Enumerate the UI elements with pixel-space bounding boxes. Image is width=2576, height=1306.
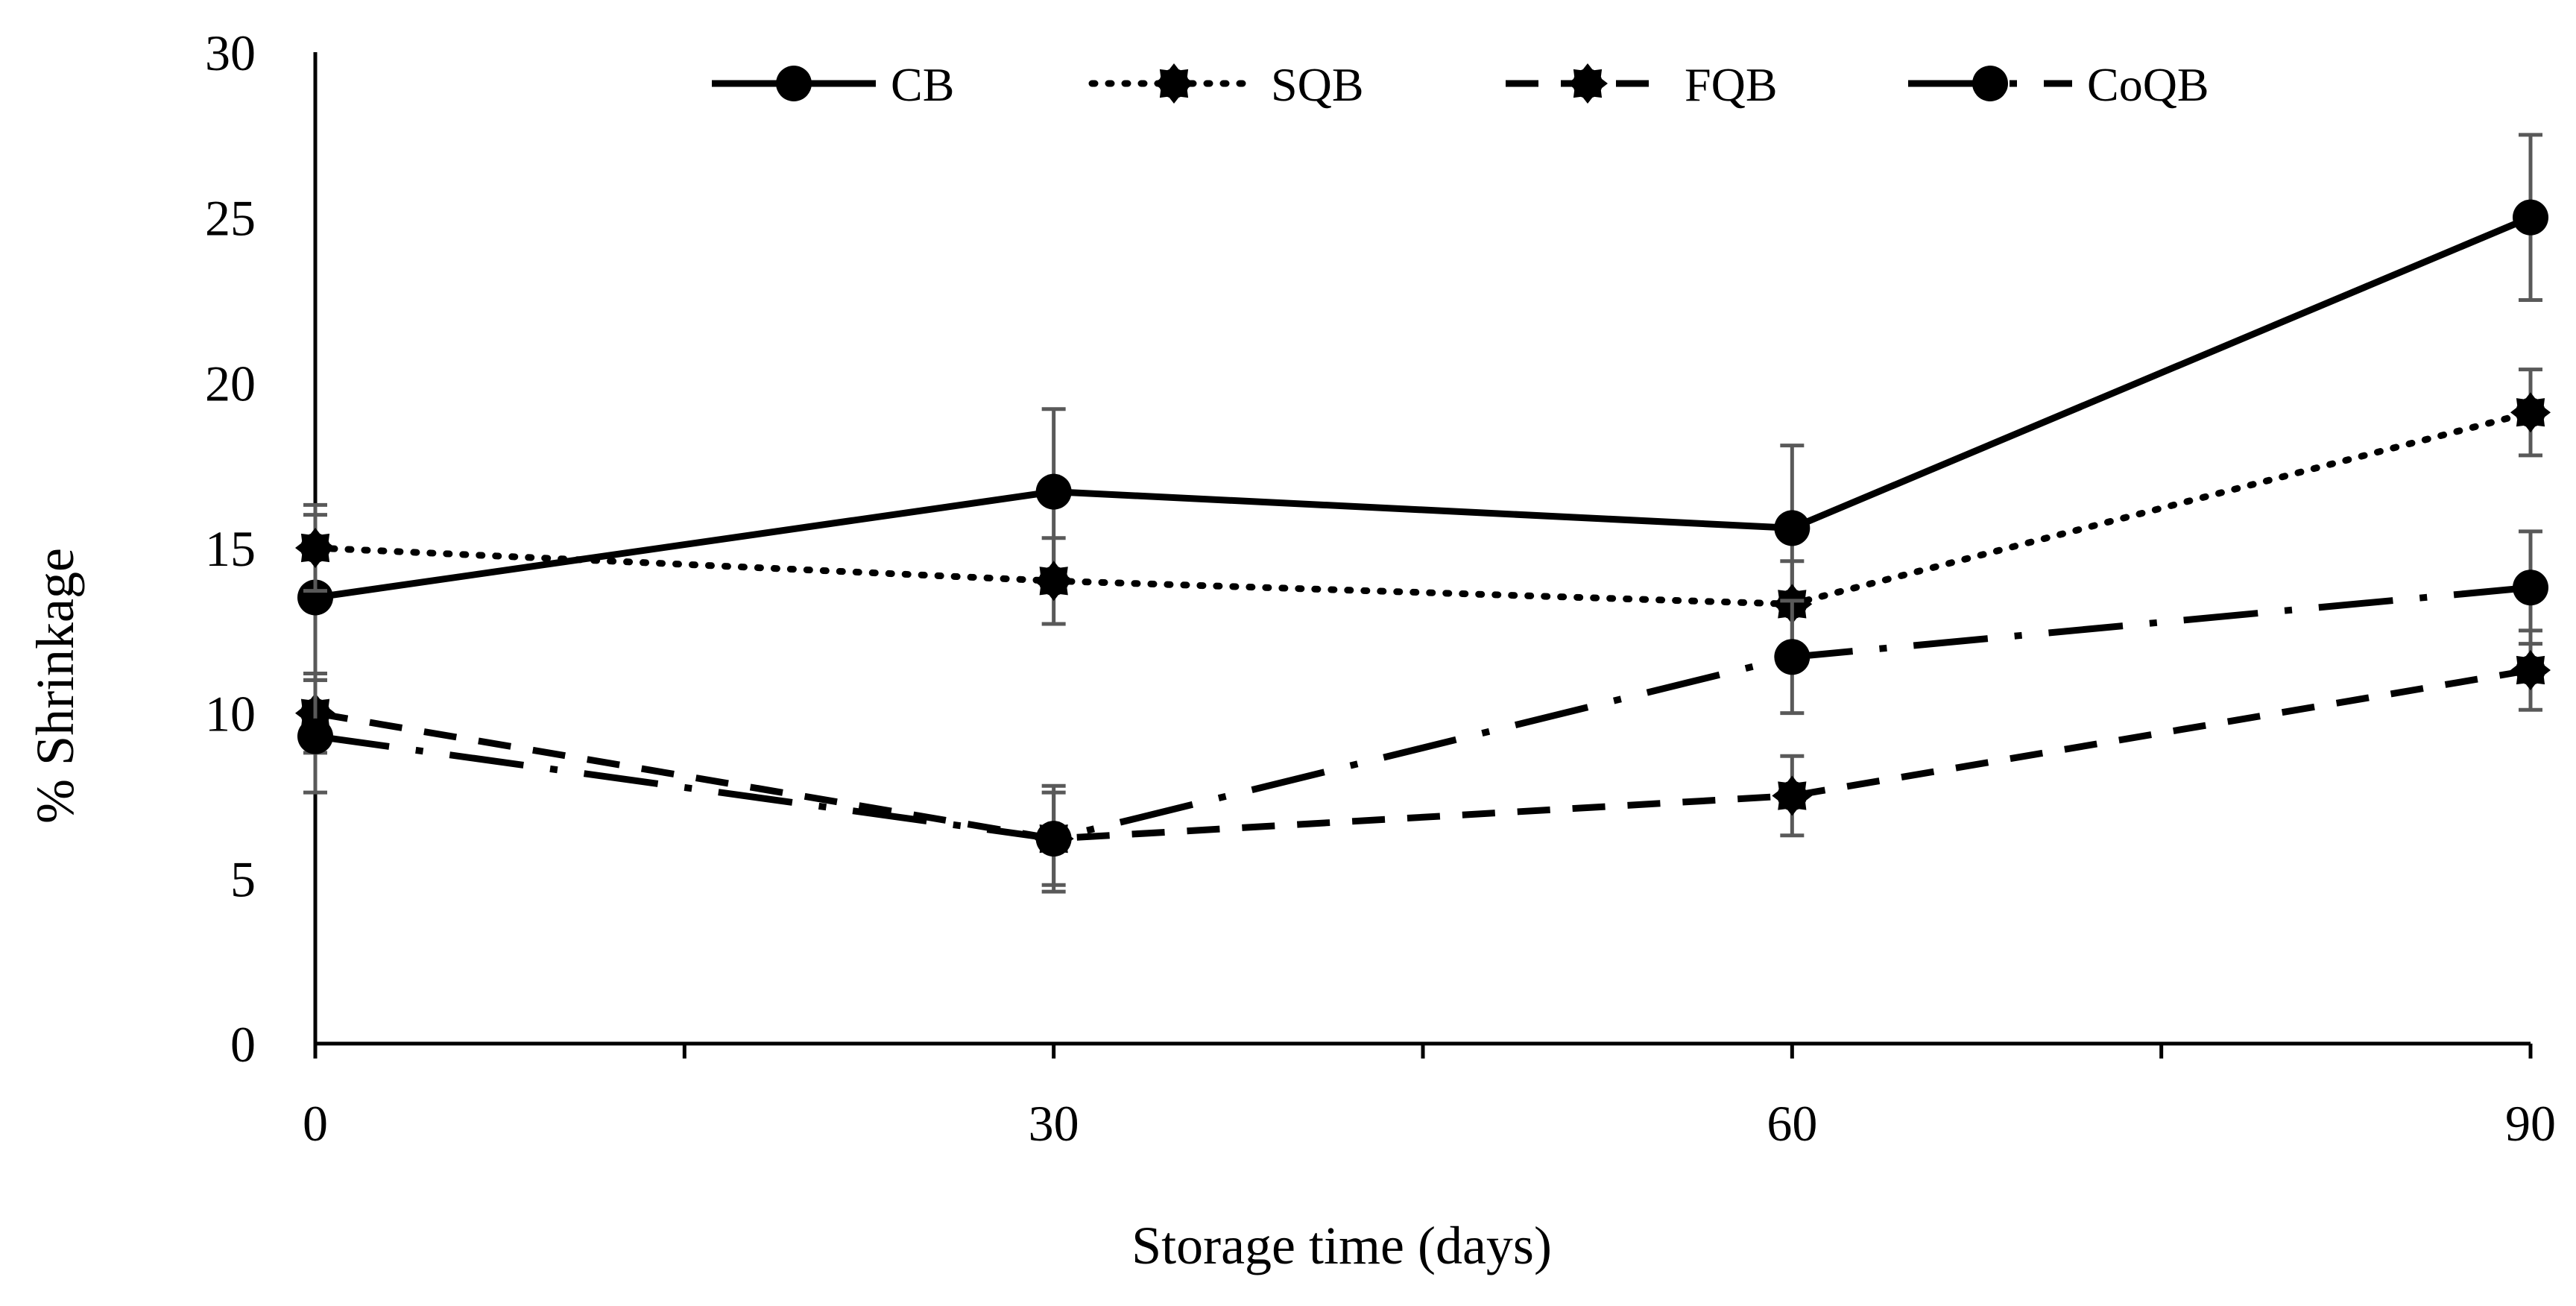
y-tick-label: 5 [230, 851, 256, 907]
legend-marker [1154, 63, 1194, 104]
series-cb [297, 133, 2548, 682]
legend-label: CoQB [2087, 58, 2209, 111]
series-coqb [297, 529, 2548, 887]
data-point [1774, 510, 1811, 546]
x-tick-label: 0 [303, 1095, 328, 1152]
legend-marker [776, 66, 812, 101]
y-ticks: 0 5 10 15 20 25 30 [205, 25, 256, 1073]
y-tick-label: 20 [205, 355, 256, 411]
y-tick-label: 10 [205, 686, 256, 742]
legend-item-coqb: CoQB [1908, 58, 2209, 111]
y-tick-label: 0 [230, 1016, 256, 1073]
data-point [1774, 639, 1811, 675]
legend-label: FQB [1685, 58, 1778, 111]
legend-item-fqb: FQB [1506, 58, 1778, 111]
y-tick-label: 15 [205, 520, 256, 577]
data-point [1035, 473, 1072, 510]
series-line [315, 214, 2532, 601]
series [295, 133, 2551, 894]
legend-marker [1972, 66, 2008, 101]
data-point [1033, 561, 1074, 602]
legend-item-sqb: SQB [1088, 58, 1364, 111]
legend-label: CB [891, 58, 954, 111]
data-point [2513, 570, 2548, 606]
legend: CB SQB FQB CoQB [712, 58, 2209, 111]
y-tick-label: 25 [205, 190, 256, 247]
data-point [1035, 821, 1072, 857]
series-sqb [295, 367, 2551, 649]
series-fqb [295, 628, 2551, 894]
y-tick-label: 30 [205, 25, 256, 81]
legend-item-cb: CB [712, 58, 954, 111]
data-point [2510, 650, 2551, 690]
y-axis-title: % Shrinkage [25, 548, 85, 824]
data-point [2513, 199, 2548, 236]
data-point [2510, 392, 2551, 433]
data-point [297, 718, 333, 754]
x-tick-label: 90 [2505, 1095, 2556, 1152]
data-point [1772, 775, 1813, 816]
x-tick-label: 30 [1029, 1095, 1079, 1152]
series-line [315, 666, 2531, 842]
x-ticks: 0 30 60 90 [303, 1044, 2556, 1152]
legend-marker [1568, 63, 1608, 104]
data-point [295, 528, 335, 568]
data-point [297, 579, 333, 616]
x-axis-title: Storage time (days) [1131, 1216, 1552, 1275]
x-tick-label: 60 [1767, 1095, 1817, 1152]
legend-label: SQB [1271, 58, 1364, 111]
series-line [315, 584, 2531, 842]
